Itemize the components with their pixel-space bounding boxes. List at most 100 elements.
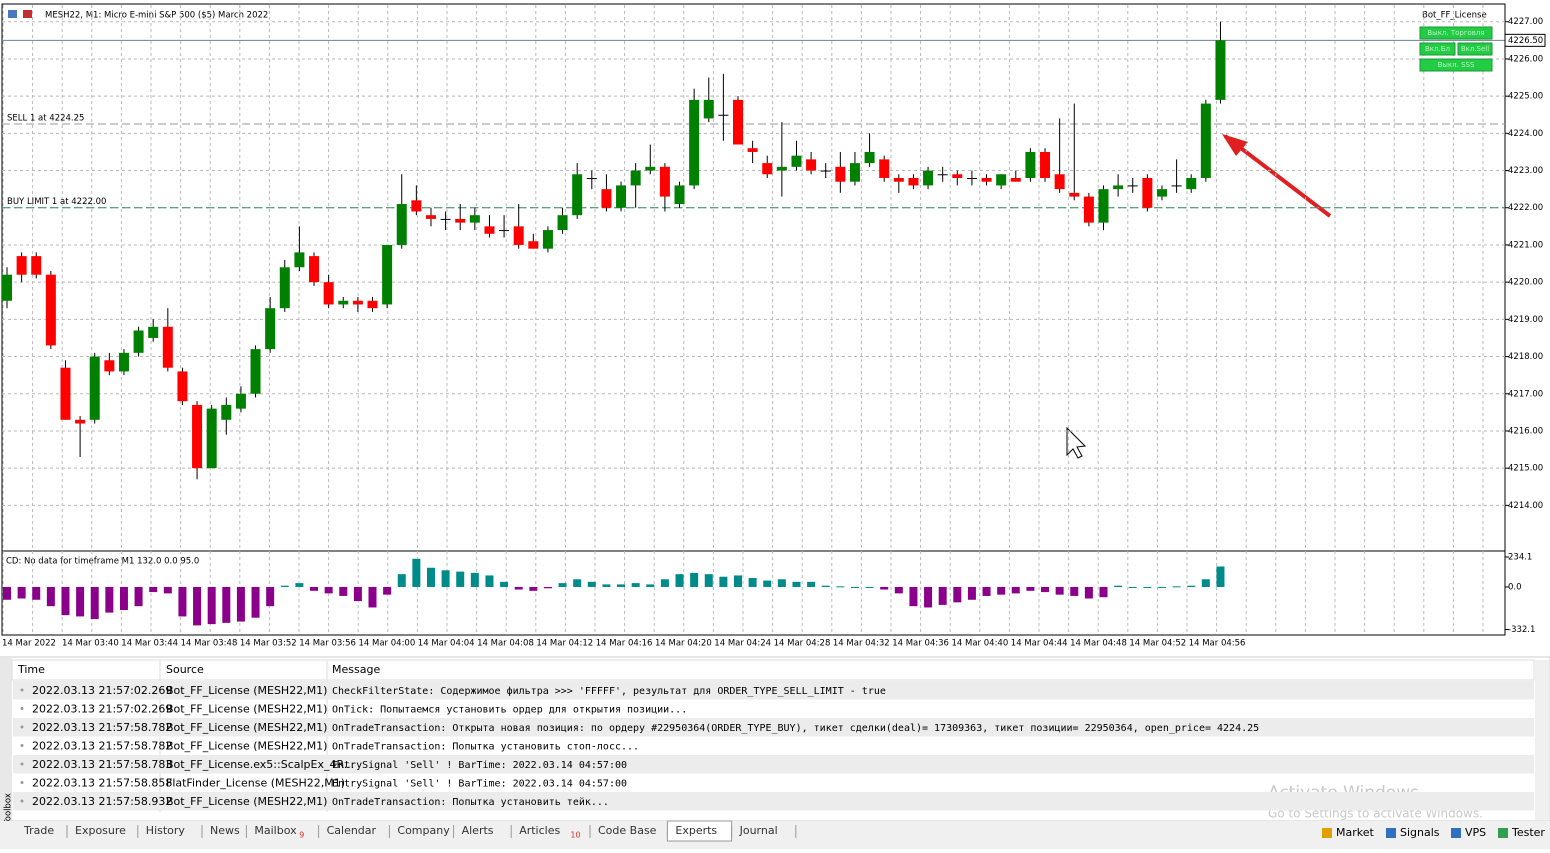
candle-body xyxy=(31,256,42,275)
candle-body xyxy=(45,274,56,346)
ind-bar xyxy=(1011,586,1020,594)
ind-bar xyxy=(675,574,684,587)
candle-body xyxy=(396,204,407,245)
candle-body xyxy=(499,230,510,232)
status-icon[interactable] xyxy=(1498,828,1508,838)
log-cell: Bot_FF_License (MESH22,M1) xyxy=(166,740,327,753)
candle-body xyxy=(1156,189,1167,197)
ind-bar xyxy=(719,576,728,587)
tab[interactable]: Articles xyxy=(519,824,560,837)
ind-bar xyxy=(456,571,465,587)
ind-bar xyxy=(850,586,859,588)
panel-button[interactable] xyxy=(1419,26,1493,40)
y-tick-label: 4217.00 xyxy=(1508,389,1543,399)
status-icon[interactable] xyxy=(1386,828,1396,838)
candle-body xyxy=(981,177,992,182)
tab[interactable]: Calendar xyxy=(327,824,377,837)
ind-bar xyxy=(1201,579,1210,587)
panel-button[interactable] xyxy=(1419,42,1456,56)
tab[interactable]: Code Base xyxy=(598,824,657,837)
ind-bar xyxy=(441,570,450,587)
candle-body xyxy=(133,330,144,353)
log-cell: FlatFinder_License (MESH22,M1) xyxy=(166,777,345,790)
x-tick-label: 14 Mar 04:04 xyxy=(418,639,475,649)
ind-bar xyxy=(982,586,991,596)
ind-bar xyxy=(280,585,289,587)
tab[interactable]: Company xyxy=(397,824,450,837)
tab[interactable]: Exposure xyxy=(75,824,126,837)
x-tick-label: 14 Mar 03:56 xyxy=(299,639,356,649)
log-cell: EntrySignal 'Sell' ! BarTime: 2022.03.14… xyxy=(332,779,627,790)
log-row-bg xyxy=(13,681,1534,700)
x-tick-label: 14 Mar 04:20 xyxy=(655,639,712,649)
tab[interactable]: History xyxy=(146,824,186,837)
candle-body xyxy=(616,185,627,208)
candle-body xyxy=(206,408,217,469)
ind-bar xyxy=(266,586,275,607)
tab[interactable]: Journal xyxy=(739,824,778,837)
log-cell: 2022.03.13 21:57:58.782 xyxy=(32,721,172,734)
candle-body xyxy=(338,300,349,305)
tab[interactable]: News xyxy=(210,824,240,837)
annotation-arrow xyxy=(1223,134,1332,218)
panel-button[interactable] xyxy=(1419,58,1493,72)
ind-bar xyxy=(587,581,596,587)
ind-bar xyxy=(397,574,406,587)
ind-bar xyxy=(485,575,494,587)
tab[interactable]: Alerts xyxy=(462,824,494,837)
candle-body xyxy=(455,218,466,223)
ind-bar xyxy=(1187,585,1196,587)
panel-button-label[interactable]: Выкл. SSS xyxy=(1438,61,1475,69)
x-tick-label: 14 Mar 04:52 xyxy=(1129,639,1186,649)
candle-body xyxy=(1186,177,1197,190)
status-icon[interactable] xyxy=(1451,828,1461,838)
ind-tick-label: -332.1 xyxy=(1508,625,1535,635)
candle-body xyxy=(1200,103,1211,178)
candle-body xyxy=(440,218,451,220)
candle-body xyxy=(2,274,12,301)
x-tick-label: 14 Mar 04:24 xyxy=(714,639,771,649)
status-item[interactable]: Market xyxy=(1336,826,1374,839)
candle-body xyxy=(703,99,714,119)
ind-tick-label: 0.0 xyxy=(1508,582,1522,592)
tab[interactable]: Mailbox xyxy=(254,824,297,837)
toolbox-strip xyxy=(0,657,12,849)
candle-body xyxy=(1069,192,1080,197)
panel-button[interactable] xyxy=(1457,42,1493,56)
x-tick-label: 14 Mar 04:44 xyxy=(1011,639,1068,649)
order-label: BUY LIMIT 1 at 4222.00 xyxy=(7,197,106,207)
ind-bar xyxy=(412,558,421,587)
ind-bar xyxy=(178,586,187,617)
candle-body xyxy=(1113,185,1124,190)
status-item[interactable]: Tester xyxy=(1511,826,1545,839)
log-cell: 2022.03.13 21:57:58.858 xyxy=(32,777,172,790)
x-tick-label: 14 Mar 04:00 xyxy=(359,639,416,649)
ind-bar xyxy=(1070,586,1079,596)
candle-body xyxy=(820,170,831,172)
candle-body xyxy=(601,189,612,208)
scrollbar[interactable] xyxy=(1535,660,1549,820)
status-icon[interactable] xyxy=(1322,828,1332,838)
log-cell: 2022.03.13 21:57:02.269 xyxy=(32,684,172,697)
candle-body xyxy=(323,282,334,305)
panel-button-label[interactable]: Вкл.Sell xyxy=(1461,45,1489,53)
ind-bar xyxy=(704,574,713,587)
panel-button-label[interactable]: Выкл. Торговля xyxy=(1427,29,1484,37)
ind-bar xyxy=(660,579,669,587)
status-item[interactable]: VPS xyxy=(1465,826,1486,839)
tab[interactable]: Trade xyxy=(23,824,54,837)
ind-bar xyxy=(470,572,479,587)
candle-body xyxy=(177,371,188,402)
candle-body xyxy=(235,393,246,409)
ind-bar xyxy=(236,586,245,622)
log-row-icon xyxy=(20,744,24,747)
candle-body xyxy=(849,163,860,182)
ind-bar xyxy=(763,580,772,587)
tab[interactable]: Experts xyxy=(675,824,717,837)
panel-button-label[interactable]: Вкл.Бл xyxy=(1425,45,1450,53)
log-cell: OnTick: Попытаемся установить ордер для … xyxy=(332,705,687,716)
status-item[interactable]: Signals xyxy=(1400,826,1440,839)
log-column-header: Time xyxy=(17,663,45,676)
ind-bar xyxy=(880,586,889,590)
